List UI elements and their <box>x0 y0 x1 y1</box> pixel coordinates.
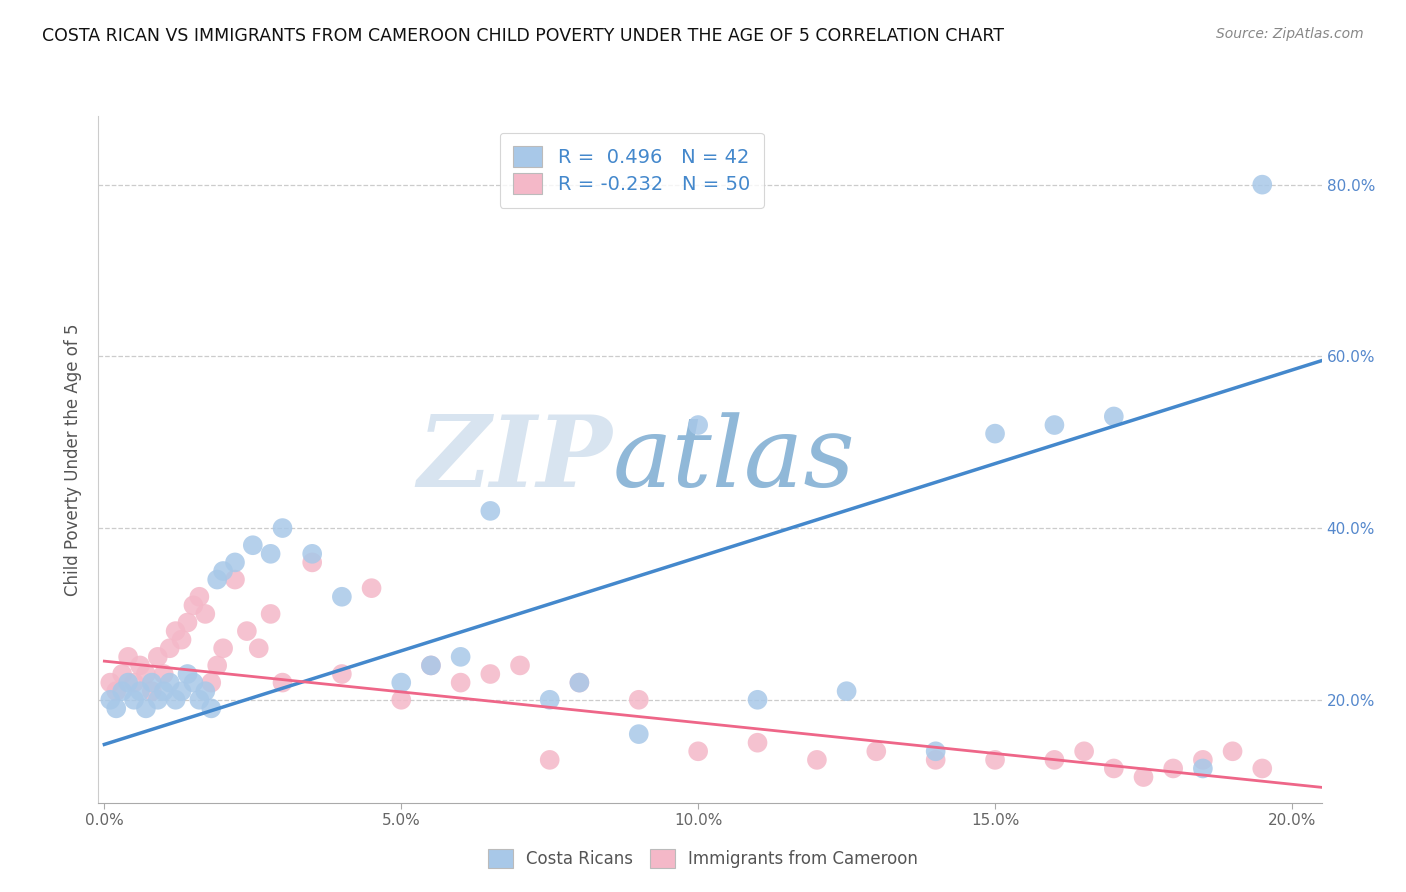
Point <box>135 667 157 681</box>
Point <box>479 504 502 518</box>
Point <box>688 418 710 433</box>
Y-axis label: Child Poverty Under the Age of 5: Child Poverty Under the Age of 5 <box>65 323 83 596</box>
Point <box>117 675 139 690</box>
Point <box>389 692 412 706</box>
Point <box>159 641 181 656</box>
Point <box>129 658 152 673</box>
Point <box>111 684 134 698</box>
Point <box>242 538 264 552</box>
Point <box>165 624 187 639</box>
Point <box>117 649 139 664</box>
Point <box>688 744 710 758</box>
Point <box>224 573 246 587</box>
Point <box>98 692 121 706</box>
Point <box>924 753 946 767</box>
Point <box>194 607 217 621</box>
Point <box>984 426 1007 441</box>
Point <box>152 684 174 698</box>
Point <box>236 624 259 639</box>
Point <box>1192 753 1215 767</box>
Text: COSTA RICAN VS IMMIGRANTS FROM CAMEROON CHILD POVERTY UNDER THE AGE OF 5 CORRELA: COSTA RICAN VS IMMIGRANTS FROM CAMEROON … <box>42 27 1004 45</box>
Point <box>538 692 561 706</box>
Point <box>224 555 246 570</box>
Point <box>105 701 128 715</box>
Point <box>135 701 157 715</box>
Point <box>212 564 235 578</box>
Point <box>1102 409 1125 424</box>
Point <box>146 649 169 664</box>
Point <box>259 547 281 561</box>
Point <box>330 667 353 681</box>
Point <box>205 573 228 587</box>
Point <box>212 641 235 656</box>
Point <box>984 753 1007 767</box>
Point <box>188 692 211 706</box>
Point <box>450 649 472 664</box>
Point <box>159 675 181 690</box>
Point <box>420 658 443 673</box>
Point <box>1043 753 1066 767</box>
Point <box>188 590 211 604</box>
Point <box>479 667 502 681</box>
Point <box>301 547 323 561</box>
Point <box>1192 762 1215 776</box>
Point <box>1132 770 1154 784</box>
Point <box>122 675 145 690</box>
Legend: R =  0.496   N = 42, R = -0.232   N = 50: R = 0.496 N = 42, R = -0.232 N = 50 <box>499 133 763 208</box>
Point <box>247 641 270 656</box>
Point <box>1251 762 1274 776</box>
Point <box>141 684 163 698</box>
Legend: Costa Ricans, Immigrants from Cameroon: Costa Ricans, Immigrants from Cameroon <box>481 843 925 875</box>
Point <box>924 744 946 758</box>
Point <box>141 675 163 690</box>
Point <box>122 692 145 706</box>
Point <box>105 684 128 698</box>
Point <box>170 684 193 698</box>
Point <box>835 684 858 698</box>
Point <box>420 658 443 673</box>
Point <box>98 675 121 690</box>
Point <box>271 521 294 535</box>
Point <box>170 632 193 647</box>
Point <box>129 684 152 698</box>
Point <box>152 667 174 681</box>
Point <box>111 667 134 681</box>
Point <box>568 675 591 690</box>
Point <box>627 727 650 741</box>
Text: Source: ZipAtlas.com: Source: ZipAtlas.com <box>1216 27 1364 41</box>
Text: atlas: atlas <box>612 412 855 507</box>
Point <box>183 675 205 690</box>
Point <box>176 667 198 681</box>
Point <box>1043 418 1066 433</box>
Point <box>389 675 412 690</box>
Point <box>330 590 353 604</box>
Point <box>176 615 198 630</box>
Point <box>538 753 561 767</box>
Point <box>865 744 887 758</box>
Point <box>205 658 228 673</box>
Point <box>271 675 294 690</box>
Point <box>568 675 591 690</box>
Point <box>747 736 769 750</box>
Point <box>1073 744 1095 758</box>
Point <box>1102 762 1125 776</box>
Point <box>806 753 828 767</box>
Point <box>1222 744 1244 758</box>
Point <box>146 692 169 706</box>
Point <box>259 607 281 621</box>
Point <box>1161 762 1184 776</box>
Point <box>450 675 472 690</box>
Point <box>747 692 769 706</box>
Point <box>1251 178 1274 192</box>
Point <box>360 581 382 595</box>
Text: ZIP: ZIP <box>418 411 612 508</box>
Point <box>194 684 217 698</box>
Point <box>200 675 222 690</box>
Point <box>183 599 205 613</box>
Point <box>627 692 650 706</box>
Point <box>509 658 531 673</box>
Point <box>200 701 222 715</box>
Point <box>165 692 187 706</box>
Point <box>301 555 323 570</box>
